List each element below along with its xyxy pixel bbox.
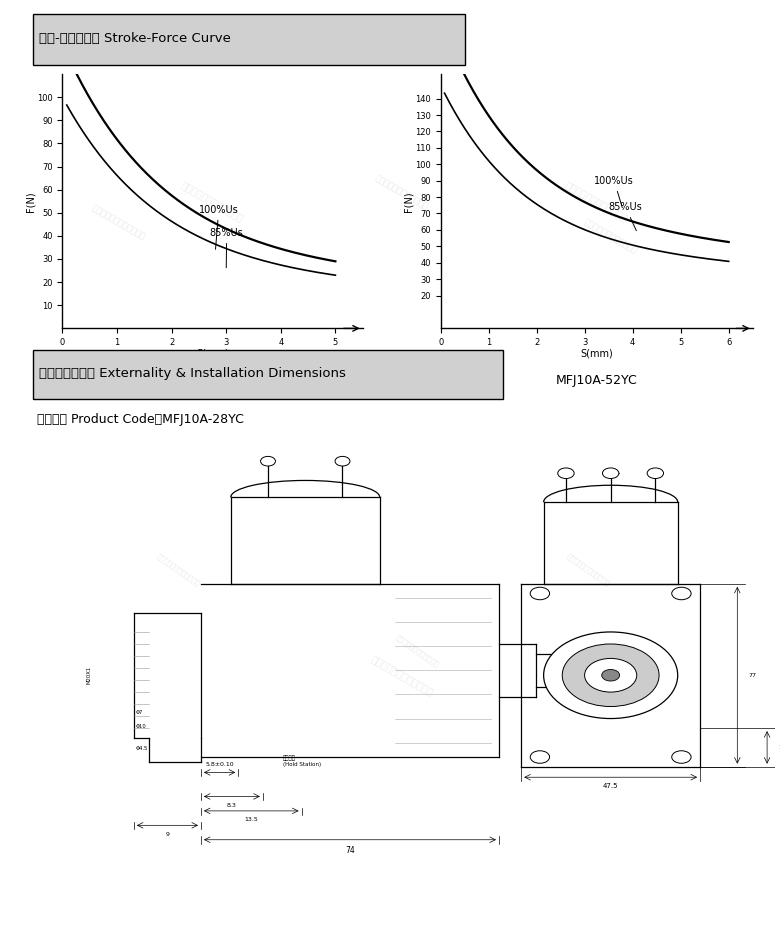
Text: 85%Us: 85%Us [210,228,243,267]
Text: 無錫凱維液壓機械有限公司: 無錫凱維液壓機械有限公司 [564,179,629,223]
Text: Φ7: Φ7 [136,709,144,715]
Text: 無錫凱維液壓機械有限公司: 無錫凱維液壓機械有限公司 [583,218,639,255]
Text: 5.8±0.10: 5.8±0.10 [205,761,234,767]
FancyBboxPatch shape [34,14,466,65]
X-axis label: S(mm): S(mm) [580,349,613,359]
Circle shape [558,468,574,478]
Text: 無錫凱維液壓機械有限公司: 無錫凱維液壓機械有限公司 [369,653,435,697]
Y-axis label: F(N): F(N) [404,191,413,212]
Text: 行程-力特性曲線 Stroke-Force Curve: 行程-力特性曲線 Stroke-Force Curve [38,31,230,44]
X-axis label: S(mm): S(mm) [197,349,229,359]
Text: 無錫凱維液壓機械有限公司: 無錫凱維液壓機械有限公司 [374,174,431,211]
Text: MFJ10A-52YC: MFJ10A-52YC [556,374,637,388]
Text: MFJ10A-28YC: MFJ10A-28YC [172,374,254,388]
Circle shape [544,632,678,719]
Text: 外形及安裝尺寸 Externality & Installation Dimensions: 外形及安裝尺寸 Externality & Installation Dimen… [38,367,346,380]
Text: 85%Us: 85%Us [608,203,643,230]
Circle shape [672,751,691,763]
Text: 13.5: 13.5 [244,817,258,822]
Circle shape [530,587,550,599]
Text: M20X1: M20X1 [87,666,92,684]
Text: 18: 18 [778,745,780,750]
Text: 產品型號 Product Code：MFJ10A-28YC: 產品型號 Product Code：MFJ10A-28YC [37,413,244,426]
Text: 100%Us: 100%Us [199,204,239,250]
Text: 無錫凱維液壓機械有限公司: 無錫凱維液壓機械有限公司 [394,634,440,669]
Text: 無錫凱維液壓機械有限公司: 無錫凱維液壓機械有限公司 [156,552,201,586]
Text: Φ10: Φ10 [136,724,147,729]
Circle shape [584,659,636,692]
Text: 無錫凱維液壓機械有限公司: 無錫凱維液壓機械有限公司 [179,179,246,223]
FancyBboxPatch shape [34,351,502,399]
Text: 無錫凱維液壓機械有限公司: 無錫凱維液壓機械有限公司 [566,552,611,586]
Circle shape [647,468,664,478]
Circle shape [672,587,691,599]
Text: 74: 74 [345,846,355,855]
Text: 8.3: 8.3 [227,803,237,808]
Text: 無錫凱維液壓機械有限公司: 無錫凱維液壓機械有限公司 [90,204,147,240]
Text: 9: 9 [165,832,169,836]
Circle shape [601,670,619,681]
Text: 47.5: 47.5 [603,783,619,789]
Y-axis label: F(N): F(N) [26,191,36,212]
Circle shape [335,456,350,466]
Text: Φ4.5: Φ4.5 [136,746,148,751]
Text: 77: 77 [749,672,757,678]
Circle shape [530,751,550,763]
Circle shape [261,456,275,466]
Circle shape [602,468,619,478]
Text: 開關型
Switching
Solenoid: 開關型 Switching Solenoid [0,248,32,268]
Circle shape [562,644,659,707]
Text: 得電位置
(Hold Station): 得電位置 (Hold Station) [283,755,321,767]
Text: 100%Us: 100%Us [594,176,634,207]
